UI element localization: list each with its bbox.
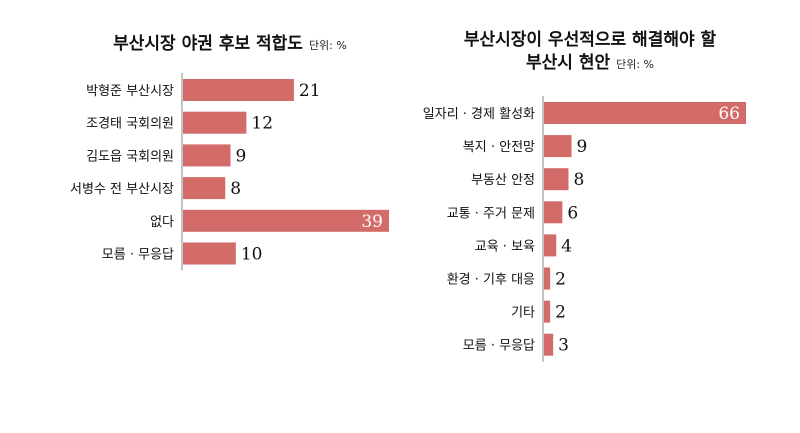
chart1-value-label: 10 xyxy=(241,245,263,265)
chart2-value-label: 2 xyxy=(555,303,566,323)
chart1-category-label: 김도읍 국회의원 xyxy=(86,149,174,164)
chart1-category-label: 서병수 전 부산시장 xyxy=(70,182,174,197)
chart2-title-line-2-text: 부산시 현안 xyxy=(525,53,611,73)
chart2-bar xyxy=(544,201,563,224)
chart1-bar xyxy=(183,144,231,167)
chart2-plot: 일자리 · 경제 활성화 66 복지 · 안전망 9 부동산 안정 8 교통 · 주거 문제… xyxy=(423,96,746,362)
chart1-bar xyxy=(183,242,236,265)
chart2-value-label: 6 xyxy=(567,203,578,223)
chart2-category-label: 기타 xyxy=(511,306,535,321)
chart2-category-label: 모름 · 무응답 xyxy=(463,339,535,354)
chart1-value-label: 12 xyxy=(251,114,273,134)
chart2-bar xyxy=(544,333,554,356)
chart1-unit: 단위: % xyxy=(308,39,347,52)
chart1-category-label: 모름 · 무응답 xyxy=(102,248,174,263)
chart2-category-label: 교통 · 주거 문제 xyxy=(447,206,535,221)
chart1-category-label: 박형준 부산시장 xyxy=(86,84,174,99)
chart2-category-label: 환경 · 기후 대응 xyxy=(447,273,535,288)
chart2-title-line-1: 부산시장이 우선적으로 해결해야 할 xyxy=(463,30,717,50)
chart2-bar xyxy=(544,267,551,290)
chart1-category-label: 없다 xyxy=(150,215,174,230)
chart1-bar xyxy=(183,177,226,200)
chart2-bar xyxy=(544,168,569,191)
chart2-category-label: 일자리 · 경제 활성화 xyxy=(423,107,535,122)
chart1-value-label: 9 xyxy=(236,146,247,166)
chart1-bar xyxy=(183,79,294,101)
chart2-value-label: 9 xyxy=(577,137,588,157)
chart2-bar xyxy=(544,300,551,323)
chart2-unit: 단위: % xyxy=(616,58,655,71)
chart2-title: 부산시장이 우선적으로 해결해야 할 부산시 현안 단위: % xyxy=(430,29,750,76)
chart2-category-label: 부동산 안정 xyxy=(471,173,535,188)
chart1-title: 부산시장 야권 후보 적합도 단위: % xyxy=(80,29,380,54)
chart1-value-label: 39 xyxy=(361,212,383,232)
chart2-bar xyxy=(544,135,572,158)
chart1-title-text: 부산시장 야권 후보 적합도 xyxy=(113,34,303,54)
chart2-value-label: 2 xyxy=(555,270,566,290)
chart2-value-label: 66 xyxy=(718,104,740,124)
chart1-category-label: 조경태 국회의원 xyxy=(86,117,174,132)
chart2-bar xyxy=(544,234,557,257)
chart1-bar xyxy=(183,209,389,232)
chart2-category-label: 교육 · 보육 xyxy=(475,239,535,254)
chart2-value-label: 3 xyxy=(558,336,569,356)
chart1-plot: 박형준 부산시장 21 조경태 국회의원 12 김도읍 국회의원 9 서병수 전 부산시장 8… xyxy=(70,73,389,271)
chart1-bar xyxy=(183,111,247,134)
chart2-title-line-2: 부산시 현안 단위: % xyxy=(430,52,750,76)
chart2-value-label: 4 xyxy=(561,236,572,256)
chart1-value-label: 21 xyxy=(299,81,321,101)
chart2-category-label: 복지 · 안전망 xyxy=(463,140,535,155)
chart2-bar xyxy=(544,102,746,124)
chart1-value-label: 8 xyxy=(230,179,241,199)
chart2-value-label: 8 xyxy=(573,170,584,190)
